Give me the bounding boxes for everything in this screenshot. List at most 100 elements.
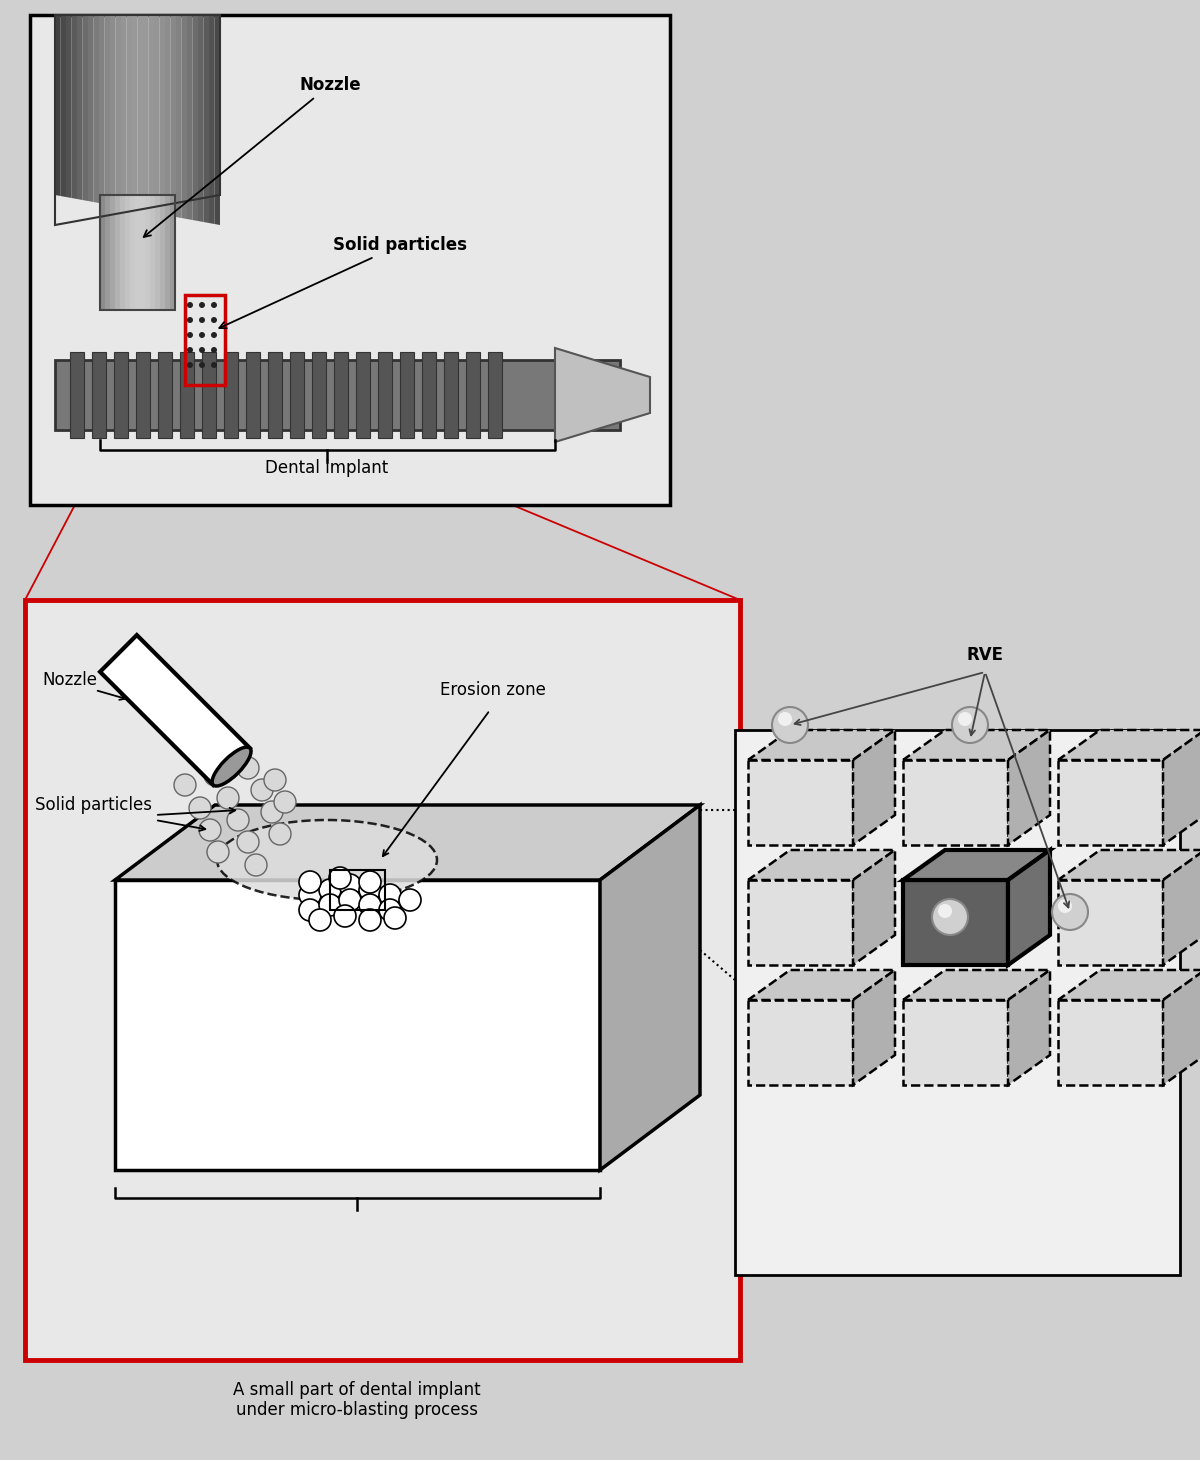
Polygon shape <box>748 761 853 845</box>
Circle shape <box>208 841 229 863</box>
Circle shape <box>269 823 292 845</box>
Polygon shape <box>1008 850 1050 965</box>
Polygon shape <box>904 761 1008 845</box>
Bar <box>466 352 480 438</box>
Circle shape <box>190 797 211 819</box>
Circle shape <box>204 764 226 785</box>
Circle shape <box>187 347 193 353</box>
Text: Solid particles: Solid particles <box>35 796 152 815</box>
Circle shape <box>238 831 259 853</box>
Polygon shape <box>904 969 1050 1000</box>
Polygon shape <box>88 15 94 201</box>
Text: RVE: RVE <box>966 645 1003 664</box>
Bar <box>160 196 166 310</box>
Polygon shape <box>181 15 187 219</box>
Bar <box>134 196 140 310</box>
Circle shape <box>340 875 361 896</box>
Polygon shape <box>143 15 149 212</box>
Circle shape <box>379 899 401 921</box>
Bar <box>422 352 436 438</box>
Circle shape <box>329 867 352 889</box>
Bar <box>185 295 226 385</box>
Bar <box>312 352 326 438</box>
Circle shape <box>1058 899 1072 912</box>
Polygon shape <box>204 15 209 223</box>
Circle shape <box>187 317 193 323</box>
Polygon shape <box>176 15 181 218</box>
Circle shape <box>398 889 421 911</box>
Circle shape <box>340 889 361 911</box>
Polygon shape <box>100 635 250 785</box>
Text: under micro-blasting process: under micro-blasting process <box>236 1402 478 1419</box>
Circle shape <box>211 331 217 339</box>
Polygon shape <box>1058 761 1163 845</box>
Polygon shape <box>1008 969 1050 1085</box>
Bar <box>356 352 370 438</box>
Polygon shape <box>904 880 1008 965</box>
Polygon shape <box>853 850 895 965</box>
Circle shape <box>319 894 341 915</box>
Circle shape <box>199 347 205 353</box>
Polygon shape <box>853 730 895 845</box>
Polygon shape <box>1008 730 1050 845</box>
Circle shape <box>319 879 341 901</box>
Circle shape <box>211 362 217 368</box>
Circle shape <box>227 809 250 831</box>
Circle shape <box>310 910 331 931</box>
Circle shape <box>359 910 382 931</box>
Circle shape <box>199 302 205 308</box>
Bar <box>330 870 385 910</box>
Polygon shape <box>94 15 98 203</box>
Circle shape <box>299 899 322 921</box>
Circle shape <box>245 854 266 876</box>
Circle shape <box>299 883 322 907</box>
Circle shape <box>211 302 217 308</box>
Bar <box>55 361 620 431</box>
Polygon shape <box>748 1000 853 1085</box>
Polygon shape <box>904 730 1050 761</box>
Circle shape <box>932 899 968 934</box>
Text: A small part of dental implant: A small part of dental implant <box>233 1381 481 1399</box>
Circle shape <box>952 707 988 743</box>
Polygon shape <box>115 15 121 207</box>
Polygon shape <box>198 15 204 222</box>
Bar <box>120 196 125 310</box>
Circle shape <box>772 707 808 743</box>
Bar <box>180 352 194 438</box>
Bar <box>268 352 282 438</box>
Bar <box>115 196 120 310</box>
Circle shape <box>211 317 217 323</box>
Polygon shape <box>215 15 220 225</box>
Bar <box>290 352 304 438</box>
Polygon shape <box>1163 730 1200 845</box>
Circle shape <box>199 331 205 339</box>
Bar <box>488 352 502 438</box>
Polygon shape <box>748 969 895 1000</box>
Bar <box>334 352 348 438</box>
Bar <box>130 196 134 310</box>
Polygon shape <box>55 15 60 196</box>
Circle shape <box>299 872 322 894</box>
Polygon shape <box>1163 850 1200 965</box>
Circle shape <box>359 872 382 894</box>
Circle shape <box>359 894 382 915</box>
Polygon shape <box>72 15 77 199</box>
Circle shape <box>778 712 792 726</box>
Circle shape <box>379 883 401 907</box>
Bar <box>246 352 260 438</box>
Polygon shape <box>1163 969 1200 1085</box>
Polygon shape <box>1058 969 1200 1000</box>
Bar <box>106 196 110 310</box>
Circle shape <box>274 791 296 813</box>
Polygon shape <box>60 15 66 197</box>
Polygon shape <box>115 880 600 1169</box>
Circle shape <box>958 712 972 726</box>
Bar <box>110 196 115 310</box>
Polygon shape <box>1058 730 1200 761</box>
Circle shape <box>199 362 205 368</box>
Circle shape <box>262 802 283 823</box>
Circle shape <box>174 774 196 796</box>
Bar <box>125 196 130 310</box>
Bar <box>734 730 1180 1275</box>
Bar <box>202 352 216 438</box>
